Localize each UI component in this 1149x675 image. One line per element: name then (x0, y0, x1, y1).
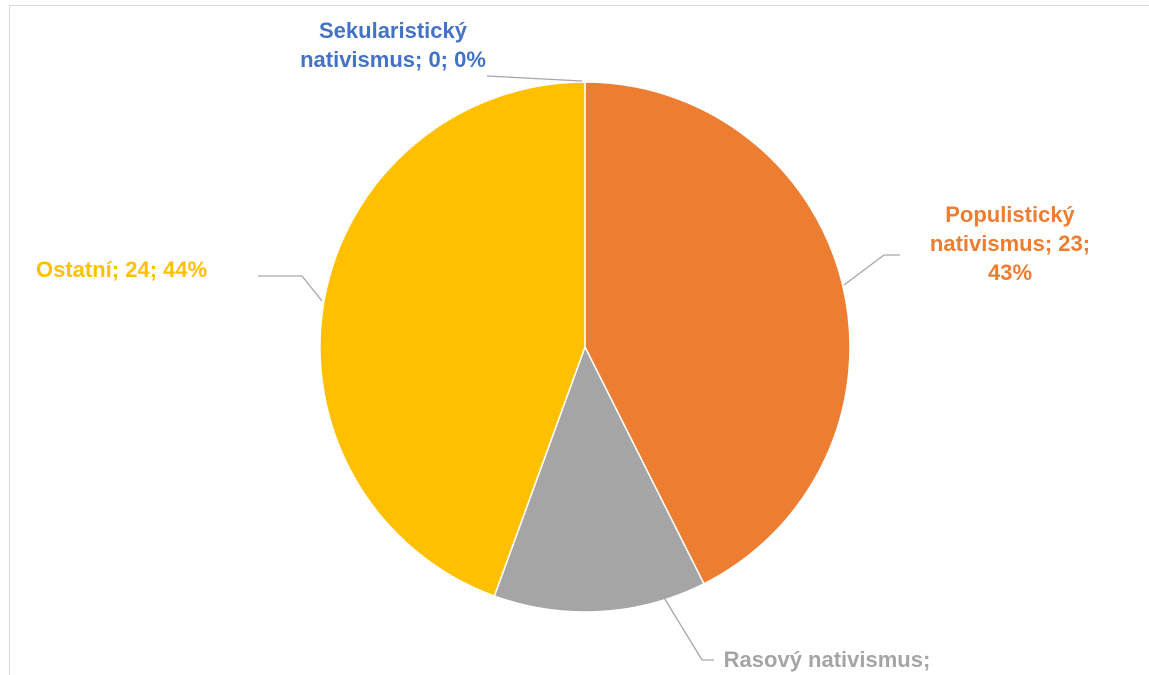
leader-line-rasovy-nativismus (662, 595, 714, 661)
data-label-rasovy-nativismus: Rasový nativismus;7; 13% (724, 647, 931, 675)
data-label-sekularisticky-nativismus: Sekularistický nativismus; 0; 0% (300, 18, 486, 72)
data-label-populisticky-nativismus: Populistický nativismus; 23; 43% (930, 202, 1090, 285)
leader-line-sekularisticky-nativismus (486, 75, 583, 82)
data-label-ostatni: Ostatní; 24; 44% (36, 257, 207, 282)
data-labels: Sekularistický nativismus; 0; 0% Populisti… (36, 18, 1090, 675)
pie-slices (319, 81, 851, 613)
leader-lines (258, 75, 900, 661)
slice-ostatni (319, 81, 586, 597)
slice-populisticky-nativismus (584, 81, 851, 585)
slice-rasovy-nativismus (493, 345, 705, 613)
leader-line-populisticky-nativismus (843, 254, 900, 286)
leader-line-ostatni (258, 275, 323, 302)
